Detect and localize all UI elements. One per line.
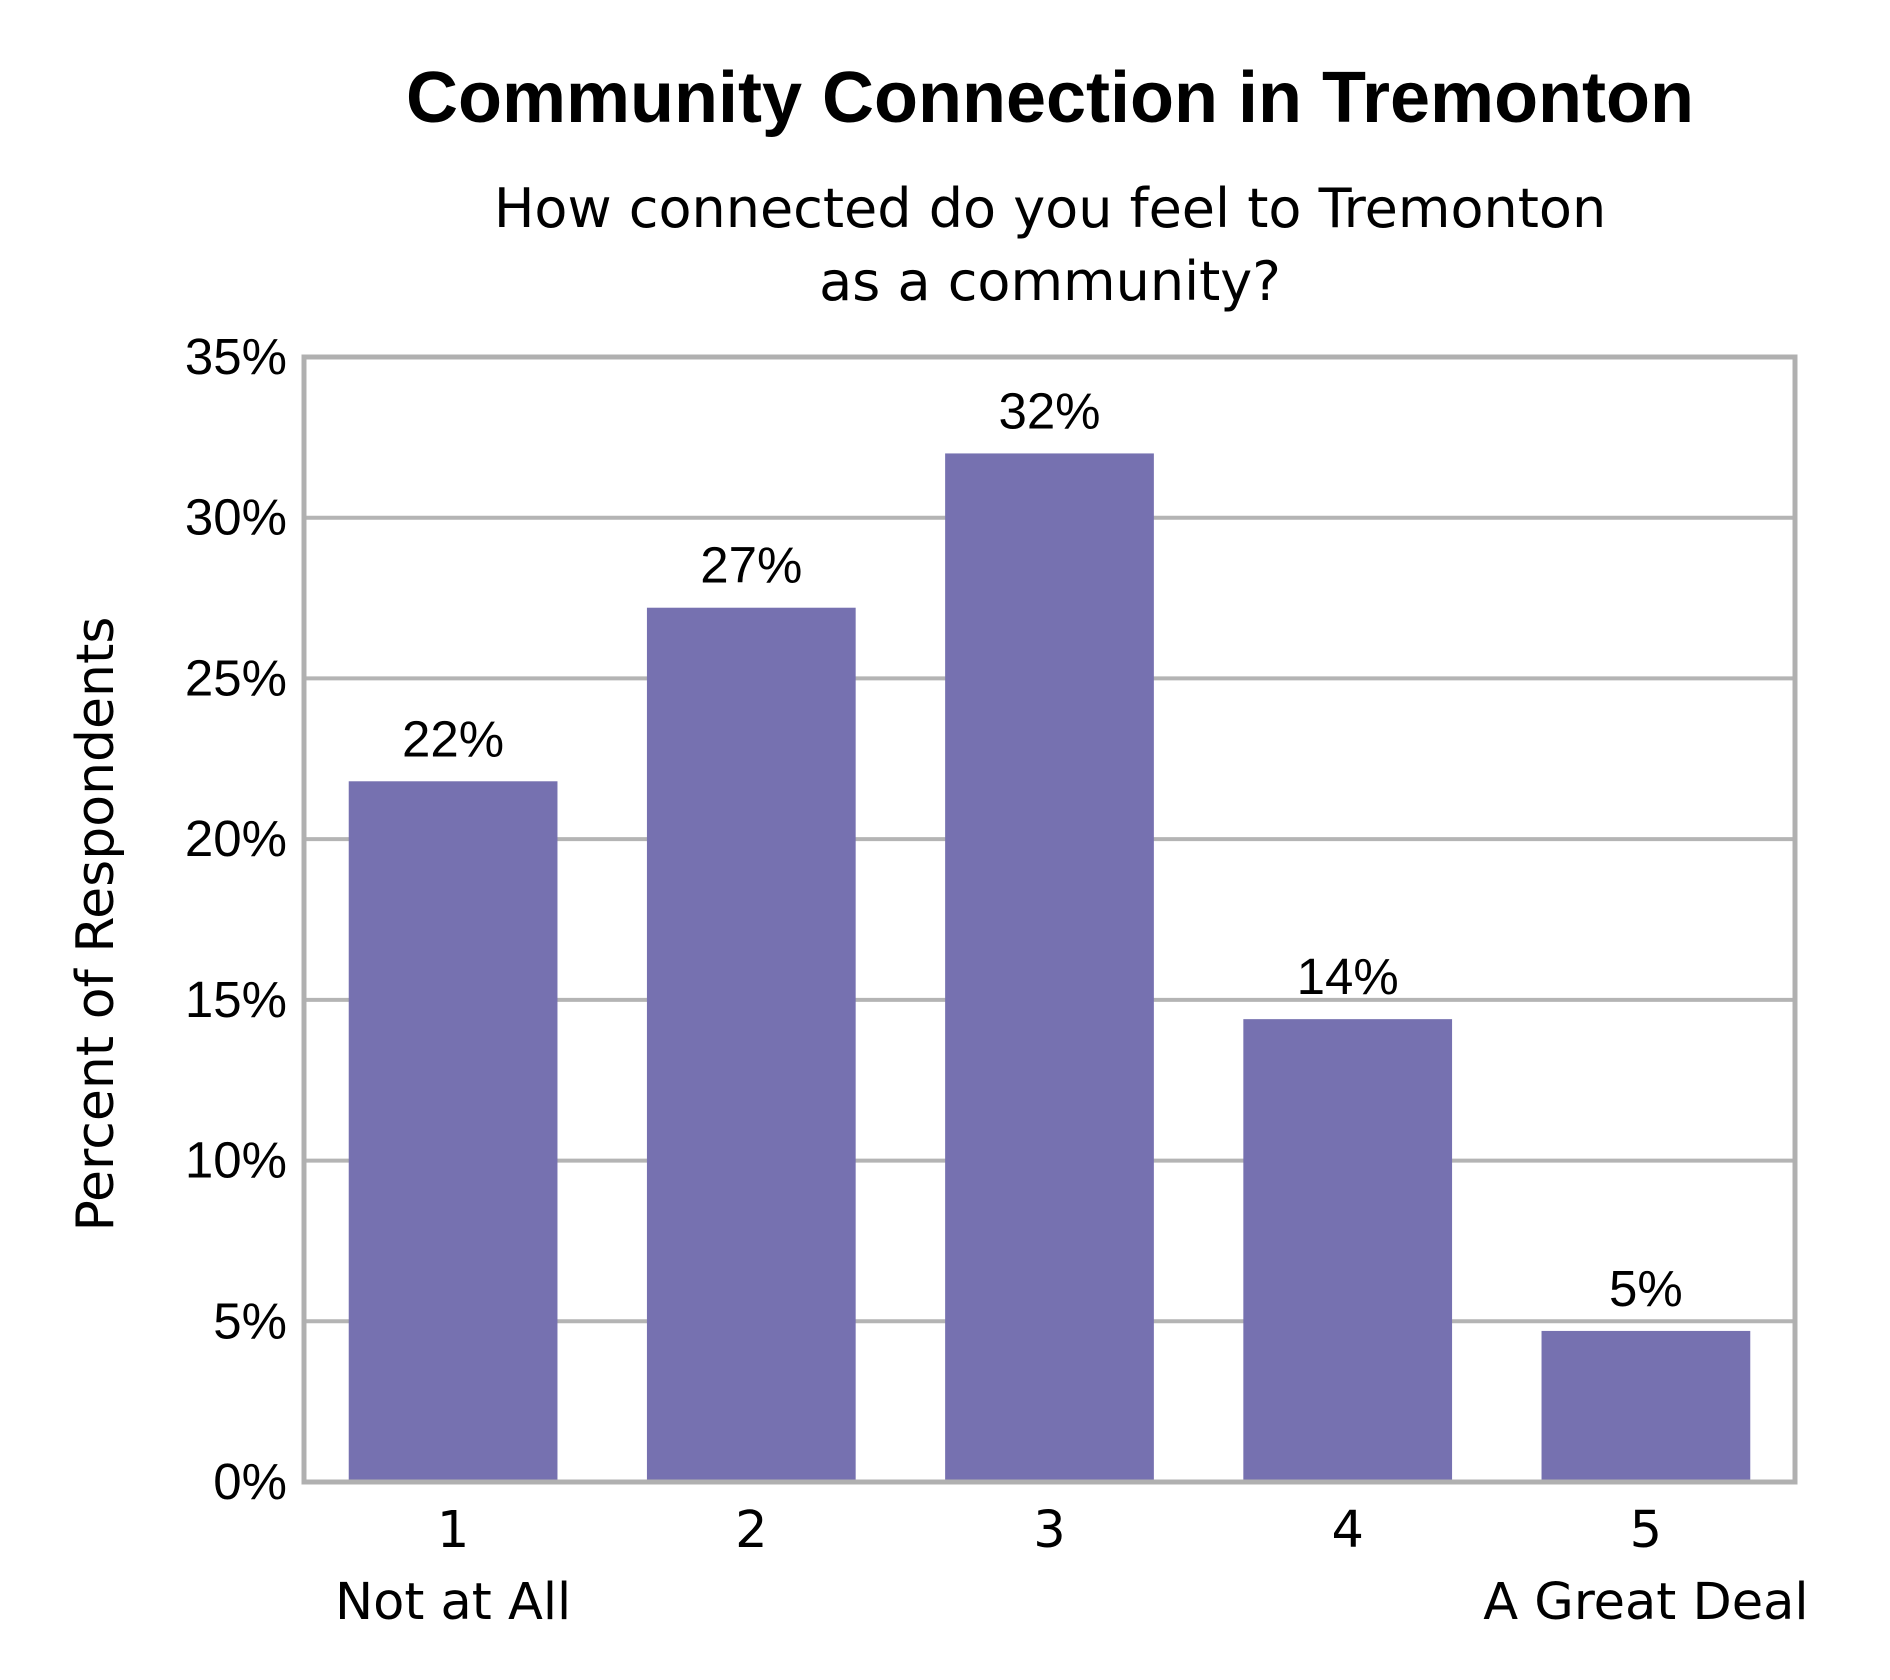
y-tick-label: 20% [185, 810, 287, 867]
x-tick-label: 3 [1033, 1501, 1065, 1560]
data-label: 32% [998, 382, 1100, 439]
data-label: 27% [700, 537, 802, 594]
x-tick-label: 4 [1331, 1501, 1363, 1560]
y-tick-labels: 0% 5% 10% 15% 20% 25% 30% 35% [185, 328, 287, 1510]
plot-frame [301, 354, 1798, 1485]
data-label: 14% [1297, 948, 1399, 1005]
bar [1541, 1330, 1751, 1482]
x-tick-label: 5 [1630, 1501, 1662, 1560]
chart-title: Community Connection in Tremonton [406, 58, 1694, 138]
chart-subtitle-line-2: as a community? [819, 250, 1281, 313]
y-tick-label: 25% [185, 649, 287, 706]
y-tick-label: 10% [185, 1132, 287, 1189]
y-tick-label: 5% [213, 1292, 287, 1349]
y-tick-label: 0% [213, 1453, 287, 1510]
data-labels: 22% 27% 32% 14% 5% [402, 382, 1683, 1317]
bars [348, 453, 1751, 1482]
chart-subtitle-line-1: How connected do you feel to Tremonton [494, 177, 1606, 240]
data-label: 22% [402, 710, 504, 767]
x-tick-label: 2 [735, 1501, 767, 1560]
x-tick-sublabel: Not at All [335, 1573, 571, 1632]
x-tick-labels: 1 Not at All 2 3 4 5 A Great Deal [335, 1501, 1809, 1632]
bar [646, 607, 856, 1482]
y-tick-label: 30% [185, 489, 287, 546]
bar [348, 781, 558, 1482]
data-label: 5% [1609, 1260, 1683, 1317]
x-tick-sublabel: A Great Deal [1483, 1573, 1808, 1632]
y-tick-label: 15% [185, 971, 287, 1028]
bar [945, 453, 1154, 1482]
y-axis-label: Percent of Respondents [66, 617, 126, 1232]
y-tick-label: 35% [185, 328, 287, 385]
bar [1243, 1019, 1453, 1482]
x-tick-label: 1 [437, 1501, 469, 1560]
